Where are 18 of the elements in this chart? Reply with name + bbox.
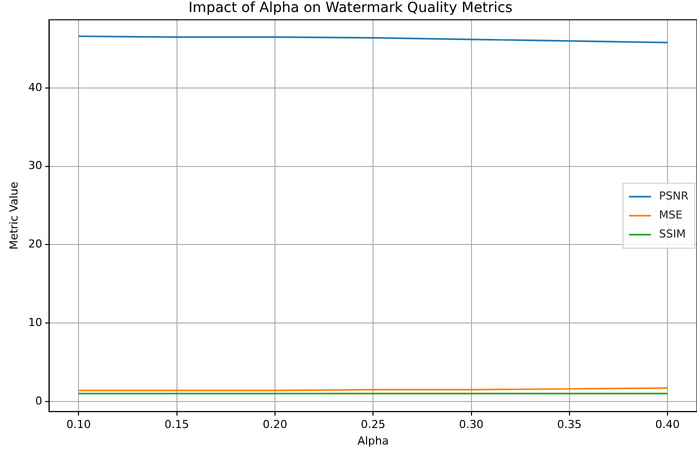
- y-tick-label: 10: [28, 316, 42, 329]
- legend-label: MSE: [659, 208, 682, 222]
- x-axis-title: Alpha: [357, 434, 389, 448]
- x-tick-label: 0.20: [262, 418, 288, 432]
- x-tick-label: 0.30: [459, 418, 484, 432]
- y-axis-title: Metric Value: [7, 182, 20, 250]
- y-tick-label: 20: [28, 238, 42, 251]
- chart-title: Impact of Alpha on Watermark Quality Metrics: [188, 0, 512, 16]
- x-tick-label: 0.25: [360, 418, 386, 432]
- x-tick-label: 0.15: [164, 418, 190, 432]
- x-tick-label: 0.35: [557, 418, 582, 432]
- legend-label: PSNR: [659, 190, 689, 203]
- y-tick-label: 30: [28, 159, 42, 172]
- y-tick-label: 40: [28, 80, 42, 94]
- x-tick-label: 0.40: [655, 418, 680, 432]
- x-tick-label: 0.10: [66, 418, 91, 432]
- y-tick-label: 0: [35, 394, 42, 408]
- legend-label: SSIM: [659, 228, 686, 241]
